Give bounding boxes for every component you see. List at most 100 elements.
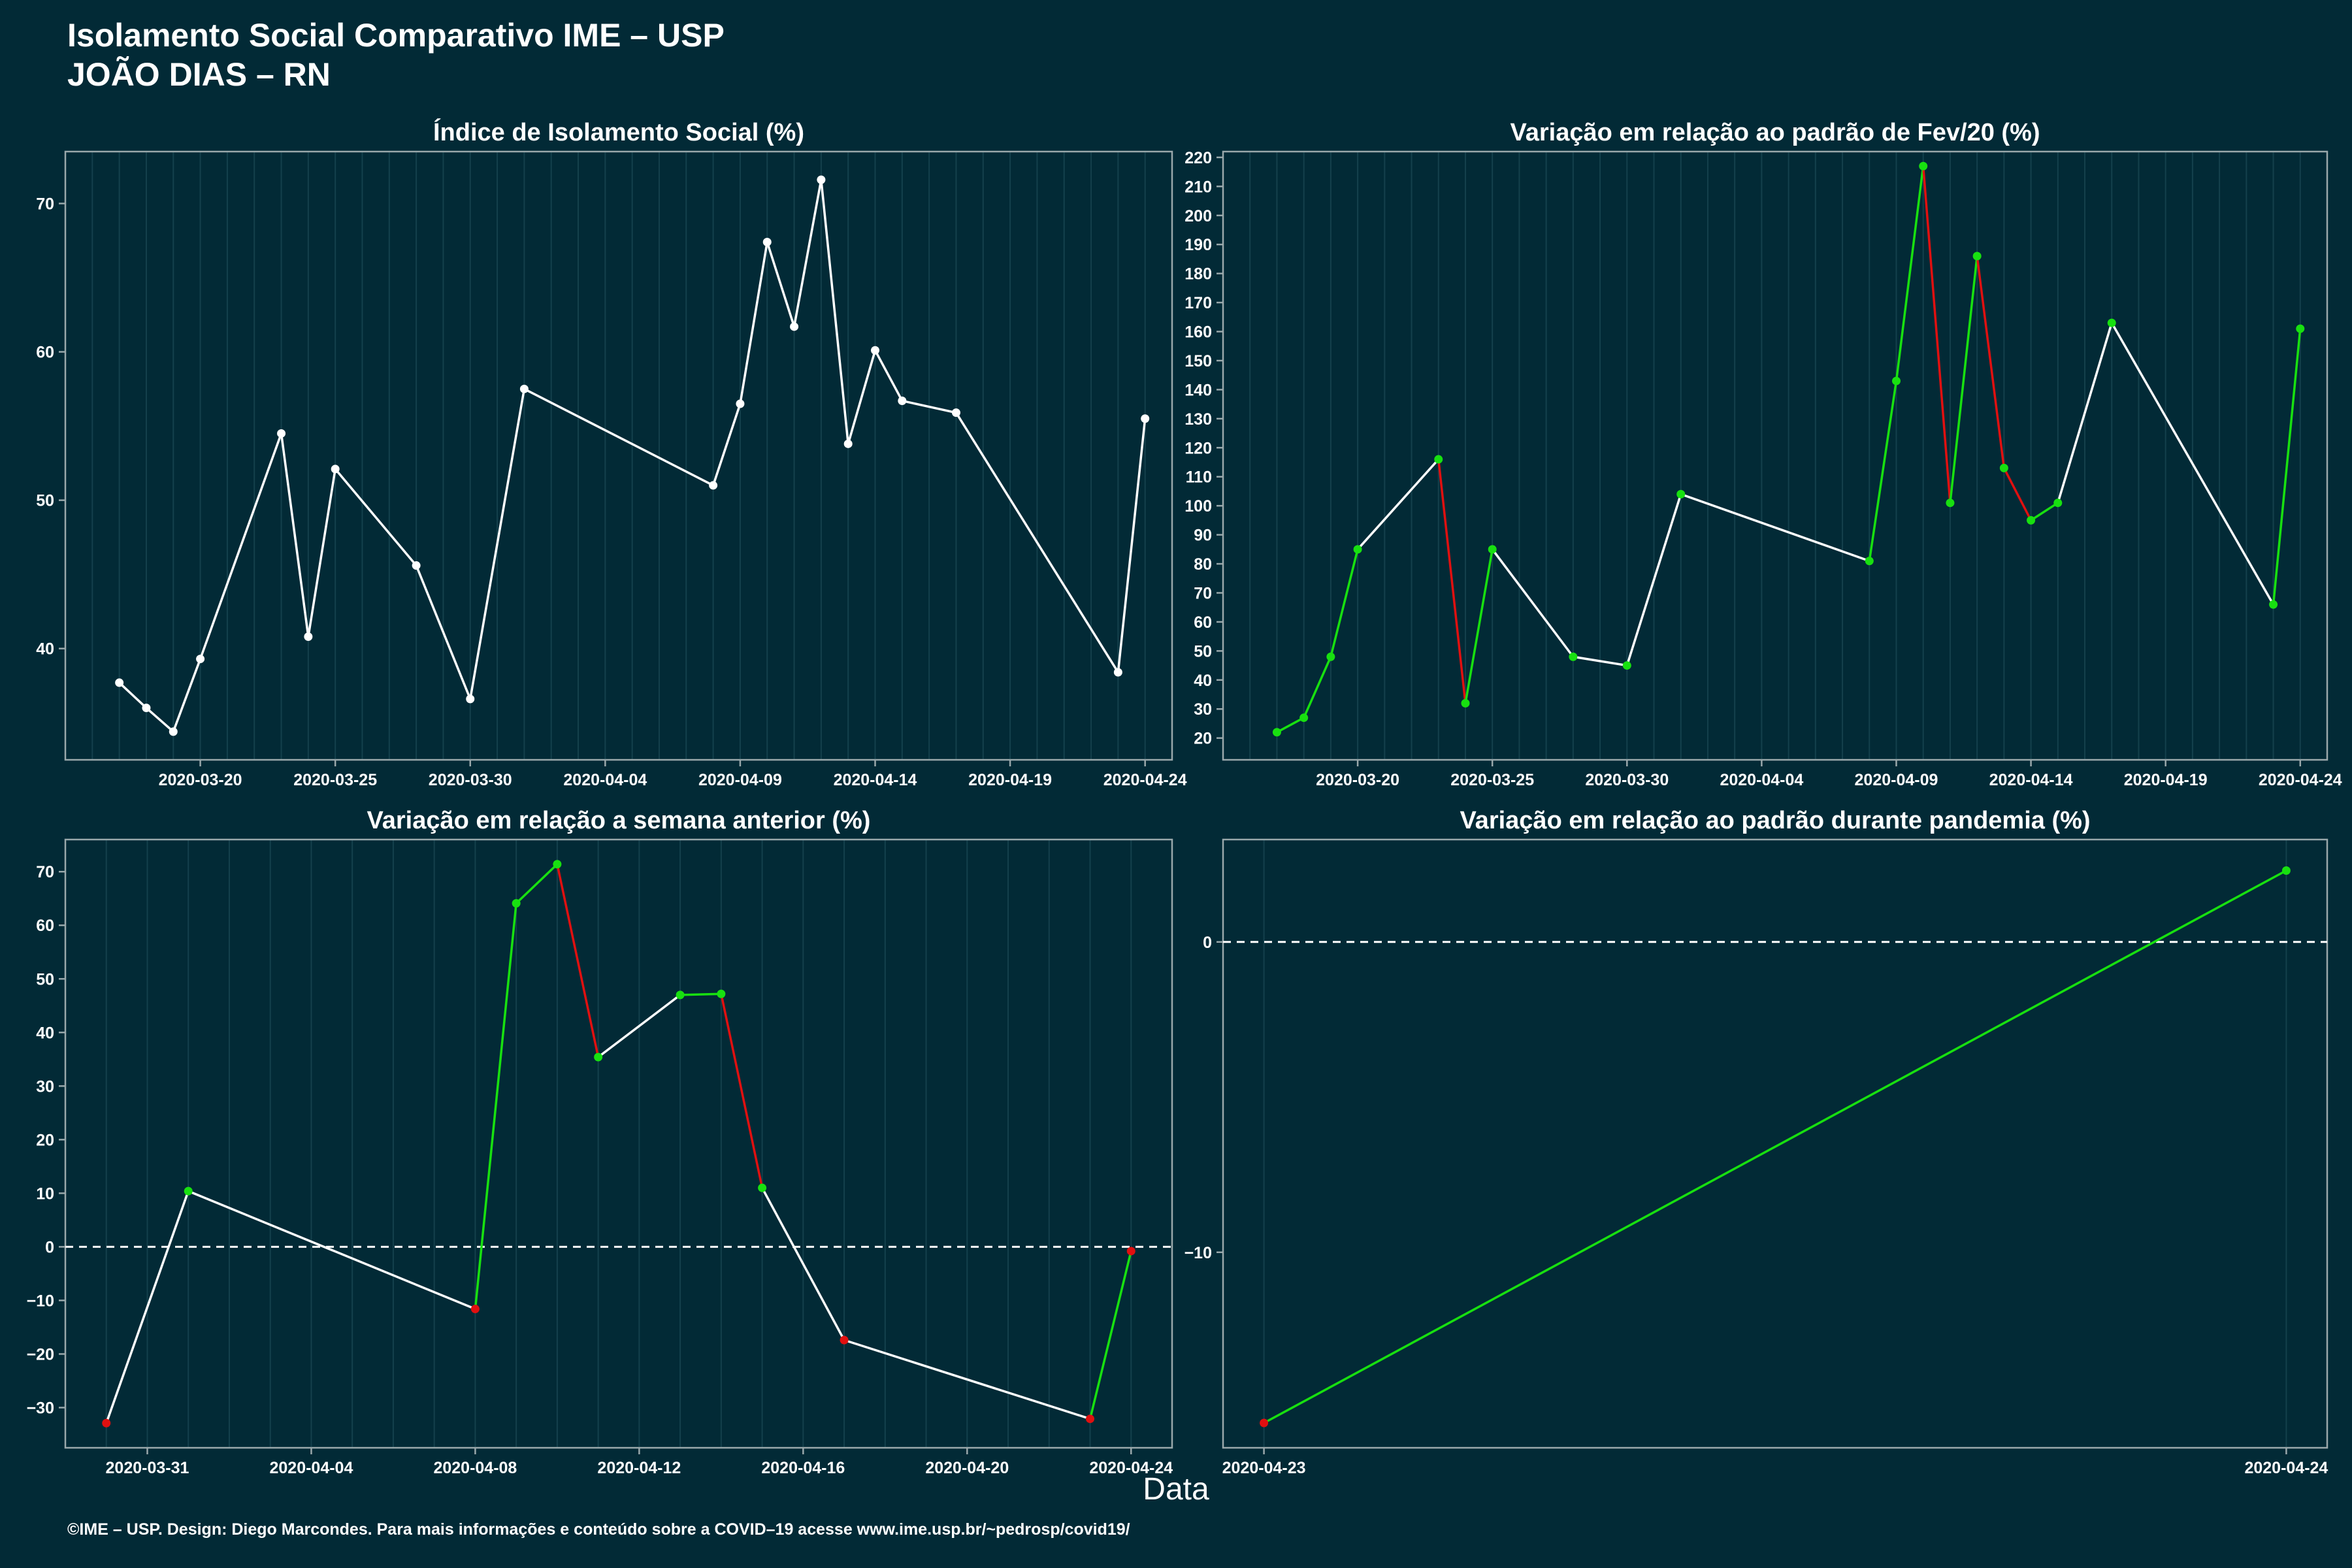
y-tick-label: 70 bbox=[36, 863, 54, 881]
series-segment bbox=[1573, 655, 1627, 667]
series-segment bbox=[1088, 1250, 1132, 1420]
y-tick-label: 0 bbox=[45, 1238, 54, 1256]
series-segment bbox=[523, 387, 714, 487]
y-tick-label: −10 bbox=[1184, 1244, 1212, 1262]
series-segment bbox=[415, 564, 472, 700]
data-point bbox=[1676, 489, 1686, 498]
data-point bbox=[898, 396, 907, 405]
data-point bbox=[840, 1335, 849, 1345]
main-title: Isolamento Social Comparativo IME – USP … bbox=[67, 16, 725, 94]
data-point bbox=[466, 694, 475, 704]
data-point bbox=[412, 561, 421, 570]
x-axis-label: Data bbox=[1143, 1472, 1209, 1507]
series-segment bbox=[1976, 255, 2006, 468]
series-segment bbox=[172, 658, 202, 732]
data-point bbox=[1326, 652, 1335, 661]
x-tick-label: 2020-04-24 bbox=[2244, 1459, 2328, 1477]
series-segment bbox=[766, 241, 796, 327]
data-point bbox=[102, 1418, 111, 1428]
data-point bbox=[736, 399, 745, 408]
x-tick-label: 2020-03-31 bbox=[106, 1459, 189, 1477]
y-tick-label: 210 bbox=[1184, 178, 1212, 196]
x-tick-label: 2020-03-20 bbox=[1316, 771, 1399, 789]
data-point bbox=[1434, 455, 1443, 464]
y-tick-label: 50 bbox=[1194, 642, 1212, 661]
x-tick-label: 2020-04-19 bbox=[2124, 771, 2208, 789]
y-tick-label: 0 bbox=[1203, 934, 1212, 952]
data-point bbox=[1972, 252, 1982, 261]
y-tick-label: 20 bbox=[1194, 730, 1212, 748]
data-point bbox=[790, 322, 799, 331]
data-point bbox=[304, 632, 313, 642]
data-point bbox=[1488, 545, 1497, 554]
x-tick-label: 2020-04-16 bbox=[761, 1459, 845, 1477]
y-tick-label: 40 bbox=[36, 1024, 54, 1042]
y-tick-label: 50 bbox=[36, 970, 54, 988]
main-title-line-2: JOÃO DIAS – RN bbox=[67, 56, 331, 93]
series-segment bbox=[792, 179, 823, 327]
series-segment bbox=[105, 1190, 189, 1424]
x-tick-label: 2020-04-04 bbox=[269, 1459, 353, 1477]
data-point bbox=[277, 429, 286, 438]
data-point bbox=[762, 238, 772, 247]
data-point bbox=[1353, 545, 1362, 554]
y-tick-label: 40 bbox=[36, 640, 54, 659]
y-tick-label: 130 bbox=[1184, 410, 1212, 429]
y-tick-label: 160 bbox=[1184, 323, 1212, 342]
series-segment bbox=[902, 399, 956, 414]
x-tick-label: 2020-04-09 bbox=[1855, 771, 1938, 789]
y-tick-label: 60 bbox=[1194, 613, 1212, 632]
series-segment bbox=[469, 389, 526, 700]
series-segment bbox=[1625, 493, 1682, 666]
panel-title: Índice de Isolamento Social (%) bbox=[433, 118, 804, 146]
y-tick-label: 190 bbox=[1184, 236, 1212, 254]
series-segment bbox=[847, 350, 877, 444]
x-tick-label: 2020-04-23 bbox=[1222, 1459, 1306, 1477]
series-segment bbox=[761, 1187, 845, 1341]
series-segment bbox=[1356, 458, 1440, 550]
y-tick-label: 60 bbox=[36, 917, 54, 935]
y-tick-label: 140 bbox=[1184, 381, 1212, 399]
y-tick-label: 70 bbox=[36, 195, 54, 213]
x-tick-label: 2020-04-14 bbox=[1989, 771, 2073, 789]
series-segment bbox=[1868, 380, 1898, 561]
data-point bbox=[2269, 600, 2278, 609]
main-title-line-1: Isolamento Social Comparativo IME – USP bbox=[67, 17, 725, 54]
data-point bbox=[709, 481, 718, 490]
data-point bbox=[196, 655, 205, 664]
data-point bbox=[519, 384, 529, 393]
x-tick-label: 2020-04-04 bbox=[1720, 771, 1803, 789]
series-segment bbox=[820, 179, 849, 444]
y-tick-label: 220 bbox=[1184, 149, 1212, 167]
panel-title: Variação em relação ao padrão de Fev/20 … bbox=[1510, 119, 2040, 146]
y-tick-label: 60 bbox=[36, 344, 54, 362]
x-tick-label: 2020-04-24 bbox=[1089, 1459, 1173, 1477]
data-point bbox=[1919, 161, 1928, 171]
data-point bbox=[1113, 668, 1122, 677]
panel-frame bbox=[1222, 150, 2328, 761]
data-point bbox=[758, 1183, 767, 1192]
x-tick-label: 2020-04-12 bbox=[597, 1459, 681, 1477]
data-point bbox=[1461, 698, 1470, 708]
data-point bbox=[1946, 498, 1955, 508]
panel-frame bbox=[1222, 838, 2328, 1449]
y-tick-label: −30 bbox=[27, 1399, 54, 1417]
data-point bbox=[1891, 376, 1901, 385]
data-point bbox=[142, 704, 151, 713]
series-segment bbox=[199, 433, 283, 660]
series-segment bbox=[118, 681, 148, 709]
series-segment bbox=[280, 433, 310, 637]
series-segment bbox=[680, 992, 721, 996]
series-segment bbox=[1330, 549, 1359, 657]
series-segment bbox=[1303, 656, 1332, 719]
x-tick-label: 2020-04-19 bbox=[968, 771, 1052, 789]
data-point bbox=[871, 346, 880, 355]
data-point bbox=[2053, 498, 2063, 508]
series-segment bbox=[1263, 869, 2287, 1424]
x-tick-label: 2020-03-25 bbox=[293, 771, 377, 789]
y-tick-label: 110 bbox=[1186, 468, 1212, 487]
y-tick-label: 50 bbox=[36, 492, 54, 510]
y-tick-label: 170 bbox=[1184, 294, 1212, 312]
data-point bbox=[512, 899, 521, 908]
